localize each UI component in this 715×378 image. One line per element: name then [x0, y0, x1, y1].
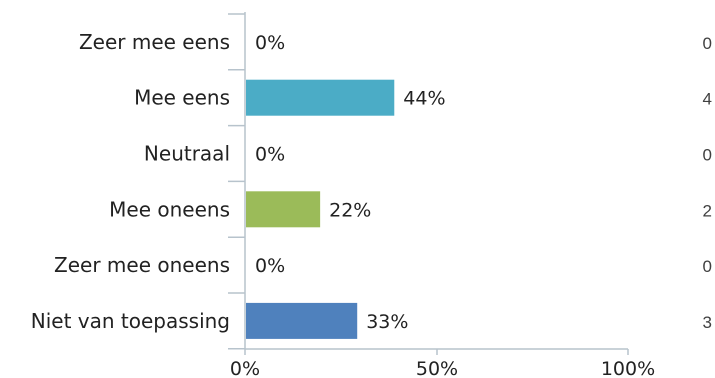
x-tick-label: 100% [601, 358, 655, 378]
bar-6 [246, 302, 358, 339]
bar-2 [246, 79, 395, 116]
bar-4 [246, 191, 321, 228]
x-tick-label: 50% [416, 358, 458, 378]
value-label: 22% [329, 199, 371, 221]
category-label: Zeer mee eens [79, 30, 230, 54]
count-label: 0 [703, 146, 712, 165]
x-tick-label: 0% [230, 358, 260, 378]
value-label: 0% [255, 255, 285, 277]
value-label: 0% [255, 144, 285, 166]
value-label: 44% [403, 88, 445, 110]
count-label: 2 [703, 201, 712, 220]
category-label: Zeer mee oneens [54, 253, 230, 277]
count-label: 0 [703, 34, 712, 53]
count-label: 0 [703, 257, 712, 276]
value-label: 33% [366, 311, 408, 333]
category-label: Neutraal [144, 142, 230, 166]
value-label: 0% [255, 32, 285, 54]
category-label: Mee eens [134, 86, 230, 110]
category-label: Niet van toepassing [31, 309, 230, 333]
count-label: 4 [703, 90, 712, 109]
category-label: Mee oneens [109, 197, 230, 221]
count-label: 3 [703, 313, 712, 332]
